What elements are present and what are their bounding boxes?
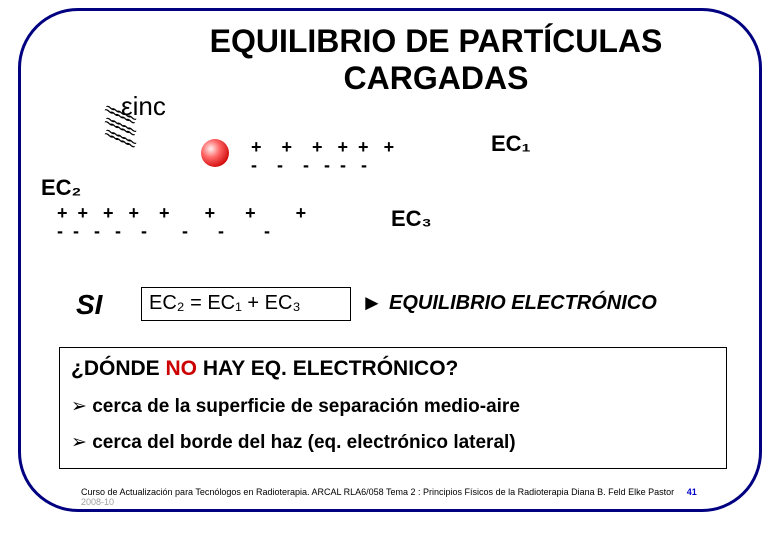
footer-page: 41 — [687, 487, 697, 497]
footer-year: 2008-10 — [81, 497, 114, 507]
ec2-minus-row: - - - - - - - - — [57, 221, 270, 242]
arrow-icon: ► — [361, 290, 383, 316]
ec2-label: EC₂ — [41, 175, 81, 201]
slide-title: EQUILIBRIO DE PARTÍCULAS CARGADAS — [156, 23, 716, 97]
bullet-2-text: cerca del borde del haz (eq. electrónico… — [92, 432, 515, 453]
equation-text: EC₂ = EC₁ + EC₃ — [149, 292, 301, 315]
bullet-1-icon: ➢ — [71, 396, 87, 417]
title-line-1: EQUILIBRIO DE PARTÍCULAS — [210, 23, 663, 59]
ec3-label: EC₃ — [391, 206, 432, 232]
slide-frame: EQUILIBRIO DE PARTÍCULAS CARGADAS εinc ≈… — [18, 8, 762, 512]
question-pre: ¿DÓNDE — [71, 357, 166, 380]
si-label: SI — [76, 289, 102, 321]
question-no: NO — [166, 357, 198, 380]
particle-sphere — [201, 139, 229, 167]
conclusion-text: EQUILIBRIO ELECTRÓNICO — [389, 292, 657, 315]
ec1-label: EC₁ — [491, 131, 531, 157]
title-line-2: CARGADAS — [344, 60, 529, 96]
ec1-minus-row: - - - - - - — [251, 155, 367, 176]
bullet-2: ➢ cerca del borde del haz (eq. electróni… — [71, 431, 516, 454]
question-post: HAY EQ. ELECTRÓNICO? — [197, 357, 458, 380]
bullet-2-icon: ➢ — [71, 432, 87, 453]
footer-line: Curso de Actualización para Tecnólogos e… — [81, 487, 721, 507]
footer-main: Curso de Actualización para Tecnólogos e… — [81, 487, 674, 497]
bullet-1-text: cerca de la superficie de separación med… — [92, 396, 520, 417]
bullet-1: ➢ cerca de la superficie de separación m… — [71, 395, 520, 418]
question-text: ¿DÓNDE NO HAY EQ. ELECTRÓNICO? — [71, 357, 458, 381]
